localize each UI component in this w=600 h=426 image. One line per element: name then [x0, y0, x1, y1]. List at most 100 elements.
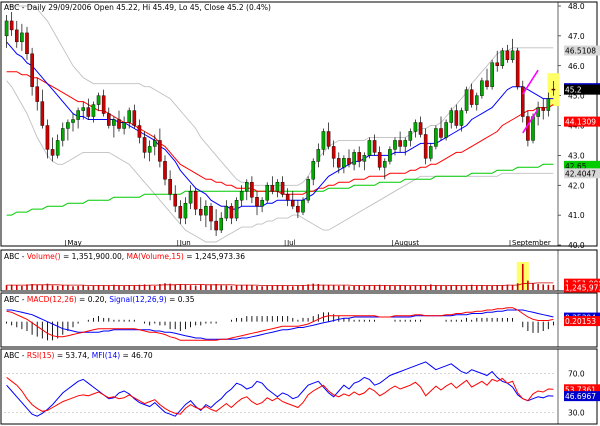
volume-bar	[429, 284, 432, 290]
candle	[505, 44, 510, 63]
candle	[459, 107, 464, 132]
candle	[270, 176, 275, 195]
candle	[20, 23, 24, 51]
price-value-tag-2: 45.2	[564, 84, 600, 95]
volume-bar	[368, 285, 371, 290]
candle-body	[515, 50, 520, 87]
candle-body	[244, 182, 249, 192]
candle	[265, 182, 270, 204]
candle-body	[209, 205, 213, 222]
candle	[423, 128, 428, 165]
volume-legend-value-0: = 1,351,900.00,	[61, 252, 127, 261]
candle	[158, 128, 162, 168]
price-chart-title: ABC - Daily 29/09/2006 Open 45.22, Hi 45…	[4, 3, 271, 12]
rsi-legend-value-0: = 53.74,	[54, 351, 91, 360]
price-tick-label: 46.0	[568, 62, 585, 71]
candle	[188, 185, 193, 210]
candle-body	[147, 146, 152, 153]
candle-body	[76, 110, 80, 120]
candle	[321, 128, 326, 156]
volume-bar	[332, 285, 335, 290]
candle	[91, 101, 96, 123]
rsi-legend-value-1: = 46.70	[120, 351, 153, 360]
candle	[193, 188, 198, 216]
candle	[183, 197, 188, 225]
candle	[9, 11, 14, 36]
candle	[163, 155, 167, 186]
candle-body	[224, 205, 229, 219]
volume-bar	[230, 285, 233, 290]
candle-body	[367, 140, 372, 156]
candle	[398, 131, 402, 153]
volume-bar	[373, 285, 376, 290]
candle-body	[127, 110, 132, 123]
volume-bar	[496, 285, 499, 290]
candle-body	[219, 217, 224, 231]
candle-body	[546, 98, 551, 111]
candle	[331, 140, 336, 168]
volume-bar	[271, 285, 274, 290]
candle	[122, 116, 126, 135]
candle	[439, 116, 443, 141]
volume-bar	[225, 285, 228, 290]
candle	[50, 137, 55, 162]
candle	[546, 92, 551, 117]
candle	[367, 137, 372, 159]
volume-bar	[516, 283, 519, 290]
candle-body	[449, 110, 454, 123]
candle	[490, 59, 494, 90]
candle	[454, 104, 459, 129]
candle-body	[280, 182, 285, 195]
macd-signal-line	[6, 309, 554, 340]
volume-bar	[378, 284, 381, 290]
candle-body	[301, 199, 305, 213]
candle	[204, 200, 208, 228]
candle-body	[485, 80, 489, 87]
candle-body	[326, 131, 331, 147]
volume-bar	[475, 285, 478, 290]
candle-body	[66, 122, 70, 129]
candle-body	[439, 128, 443, 138]
volume-legend-value-1: = 1,245,973.36	[184, 252, 245, 261]
candle	[485, 68, 489, 90]
volume-bar	[148, 285, 151, 290]
candle-body	[71, 119, 75, 123]
candle	[510, 38, 515, 63]
volume-bar	[501, 285, 504, 290]
volume-bar	[46, 283, 49, 290]
rsi-value-tag-1-box	[564, 391, 600, 402]
volume-bar	[286, 285, 289, 290]
macd-legend-series-1: Signal(12,26,9)	[109, 295, 167, 304]
volume-bar	[261, 286, 263, 290]
candle-body	[50, 149, 55, 156]
candle	[336, 152, 341, 174]
volume-bar	[394, 285, 396, 290]
candle-body	[469, 89, 474, 105]
candle-body	[86, 107, 91, 117]
ma-red-line	[6, 71, 554, 195]
macd-line	[6, 307, 554, 341]
candle	[275, 179, 280, 198]
bollinger-upper-line	[6, 5, 554, 186]
rsi-tick-label: 30.0	[568, 408, 585, 417]
macd-legend-series-0: MACD(12,26)	[27, 295, 77, 304]
rsi-legend: ABC - RSI(15) = 53.74, MFI(14) = 46.70	[4, 351, 153, 360]
candle	[260, 197, 264, 213]
vol-panel-frame	[0, 249, 598, 292]
candle-body	[423, 134, 428, 159]
volume-legend: ABC - Volume() = 1,351,900.00, MA(Volume…	[4, 252, 245, 261]
volume-value-tag-1: 1,245,973	[564, 282, 600, 293]
candle	[137, 119, 142, 144]
price-panel-frame	[0, 1, 598, 247]
rsi-value-tag-0-box	[564, 384, 600, 395]
candle-body	[193, 191, 198, 210]
candle	[428, 143, 433, 162]
candle-body	[60, 128, 65, 141]
candle-body	[55, 140, 60, 156]
candle-body	[96, 95, 101, 105]
volume-bar	[215, 284, 217, 290]
candle	[464, 86, 469, 114]
candle	[541, 98, 546, 120]
candle-body	[239, 191, 244, 201]
volume-bar	[547, 284, 550, 290]
